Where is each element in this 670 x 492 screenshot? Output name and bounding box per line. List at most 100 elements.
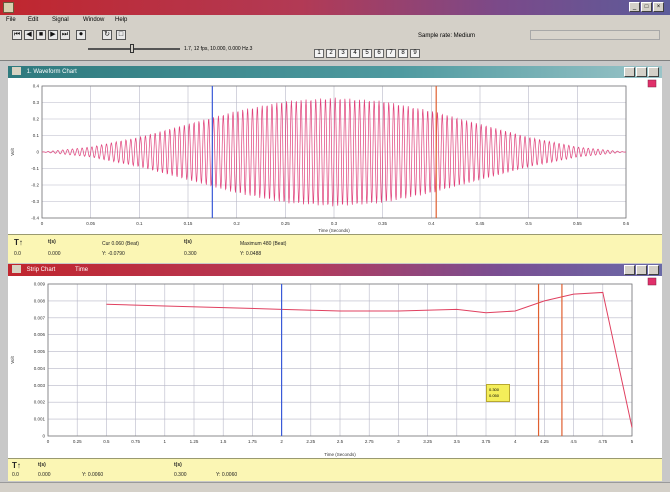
x-tick-label: 1 — [164, 439, 167, 444]
subtool-1[interactable]: 1 — [314, 49, 324, 58]
marker2-label[interactable]: t(s) — [184, 239, 192, 245]
menu-file[interactable]: File — [6, 17, 16, 23]
subtool-8[interactable]: 8 — [398, 49, 408, 58]
marker2-value: 0.300 — [184, 251, 197, 257]
y-tick-label: 0.3 — [33, 100, 40, 105]
strip-chart[interactable]: 0 0.25 0.5 0.75 1 1.25 1.5 1.75 2 2.25 2.5 2.75 3 3.2… — [8, 276, 662, 458]
stop-button[interactable]: ■ — [36, 30, 46, 40]
panel1-minimize-button[interactable] — [624, 67, 635, 77]
y-tick-label: 0.4 — [33, 84, 40, 89]
x-tick-label: 1.75 — [248, 439, 257, 444]
x-tick-label: 0.05 — [86, 221, 95, 226]
panel2-maximize-button[interactable] — [636, 265, 647, 275]
x-tick-label: 0.15 — [184, 221, 193, 226]
back-button[interactable]: ◀ — [24, 30, 34, 40]
tooltip-line-2: 0.050 — [489, 393, 500, 398]
waveform-panel-title: 1. Waveform Chart — [26, 69, 77, 75]
panel2-close-button[interactable] — [648, 265, 659, 275]
x-tick-label: 0 — [47, 439, 50, 444]
subtool-5[interactable]: 5 — [362, 49, 372, 58]
marker1-label[interactable]: t(s) — [48, 239, 56, 245]
trigger-icon[interactable]: T↑ — [14, 238, 23, 247]
y-tick-label: -0.1 — [31, 166, 39, 171]
waveform-readout-bar: T↑ 0.0 t(s) 0.000 Cur 0.060 (Beat) Y: -0… — [8, 234, 662, 263]
options-button[interactable]: □ — [116, 30, 126, 40]
y-tick-label: 0 — [42, 434, 45, 439]
app-icon — [3, 2, 14, 13]
forward-button[interactable]: ⏭ — [60, 30, 70, 40]
subtool-3[interactable]: 3 — [338, 49, 348, 58]
x-axis-label: Time (Seconds) — [324, 452, 356, 457]
y-tick-label: 0.007 — [34, 315, 46, 320]
subtool-4[interactable]: 4 — [350, 49, 360, 58]
x-tick-label: 2.25 — [306, 439, 315, 444]
trigger-icon[interactable]: T↑ — [12, 461, 21, 470]
x-tick-label: 4 — [514, 439, 517, 444]
status-field — [530, 30, 660, 40]
panel1-maximize-button[interactable] — [636, 67, 647, 77]
x-tick-label: 4.5 — [570, 439, 577, 444]
marker1-extra: Y: 0.0060 — [82, 472, 104, 478]
panel2-minimize-button[interactable] — [624, 265, 635, 275]
close-button[interactable]: × — [653, 2, 664, 12]
x-tick-label: 0.25 — [73, 439, 82, 444]
x-tick-label: 0.45 — [476, 221, 485, 226]
marker2-value: 0.300 — [174, 472, 187, 478]
waveform-plot-area[interactable]: 0 0.05 0.1 0.15 0.2 0.25 0.3 0.35 0.4 0.45 0.5 0.55… — [8, 78, 662, 234]
trigger-icon-label: 0.0 — [12, 472, 19, 478]
series-color-swatch — [647, 277, 657, 286]
menu-signal[interactable]: Signal — [52, 17, 69, 23]
record-button[interactable]: ⏺ — [76, 30, 86, 40]
play-button[interactable]: ▶ — [48, 30, 58, 40]
x-tick-label: 2.5 — [337, 439, 344, 444]
x-tick-label: 4.25 — [540, 439, 549, 444]
series-color-swatch — [647, 79, 657, 88]
x-tick-label: 0 — [41, 221, 44, 226]
marker2-extra: Y: 0.0060 — [216, 472, 238, 478]
x-tick-label: 0.55 — [573, 221, 582, 226]
rewind-button[interactable]: ⏮ — [12, 30, 22, 40]
marker1-value: 0.000 — [48, 251, 61, 257]
y-tick-label: 0 — [36, 150, 39, 155]
x-tick-label: 3.25 — [423, 439, 432, 444]
rate-slider-thumb[interactable] — [130, 44, 134, 53]
rate-slider-track[interactable] — [88, 48, 180, 50]
x-tick-label: 0.4 — [428, 221, 435, 226]
y-tick-label: -0.3 — [31, 199, 39, 204]
panel1-close-button[interactable] — [648, 67, 659, 77]
menu-edit[interactable]: Edit — [28, 17, 39, 23]
subtool-2[interactable]: 2 — [326, 49, 336, 58]
y-tick-label: 0.002 — [34, 400, 46, 405]
subtool-6[interactable]: 6 — [374, 49, 384, 58]
x-tick-label: 3.75 — [482, 439, 491, 444]
title-bar: _ □ × — [0, 0, 670, 15]
menu-help[interactable]: Help — [115, 17, 128, 23]
waveform-chart[interactable]: 0 0.05 0.1 0.15 0.2 0.25 0.3 0.35 0.4 0.45 0.5 0.55… — [8, 78, 662, 234]
y-tick-label: 0.009 — [34, 282, 46, 287]
menu-window[interactable]: Window — [83, 17, 105, 23]
loop-button[interactable]: ↻ — [102, 30, 112, 40]
trigger-icon-label: 0.0 — [14, 251, 21, 257]
subtool-7[interactable]: 7 — [386, 49, 396, 58]
marker1-label[interactable]: t(s) — [38, 462, 46, 468]
menu-bar: File Edit Signal Window Help — [0, 15, 670, 26]
x-tick-label: 5 — [631, 439, 634, 444]
panel-icon — [12, 265, 21, 274]
strip-plot-area[interactable]: 0 0.25 0.5 0.75 1 1.25 1.5 1.75 2 2.25 2.5 2.75 3 3.2… — [8, 276, 662, 458]
slider-readout: 1.7, 12 fps, 10.000, 0.000 Hz.3 — [184, 46, 253, 52]
x-tick-label: 0.1 — [136, 221, 143, 226]
strip-readout-bar: T↑ 0.0 t(s) 0.000 Y: 0.0060 t(s) 0.300 Y… — [8, 458, 662, 481]
maximize-button[interactable]: □ — [641, 2, 652, 12]
x-tick-label: 2 — [280, 439, 283, 444]
marker2-label[interactable]: t(s) — [174, 462, 182, 468]
y-tick-label: -0.2 — [31, 183, 39, 188]
marker1-value: 0.000 — [38, 472, 51, 478]
x-tick-label: 0.5 — [103, 439, 110, 444]
subtool-9[interactable]: 9 — [410, 49, 420, 58]
x-tick-label: 0.25 — [281, 221, 290, 226]
x-tick-label: 4.75 — [598, 439, 607, 444]
minimize-button[interactable]: _ — [629, 2, 640, 12]
cursor2-value: Y: 0.0488 — [240, 251, 262, 257]
x-tick-label: 0.6 — [623, 221, 630, 226]
plot-frame — [47, 283, 633, 437]
